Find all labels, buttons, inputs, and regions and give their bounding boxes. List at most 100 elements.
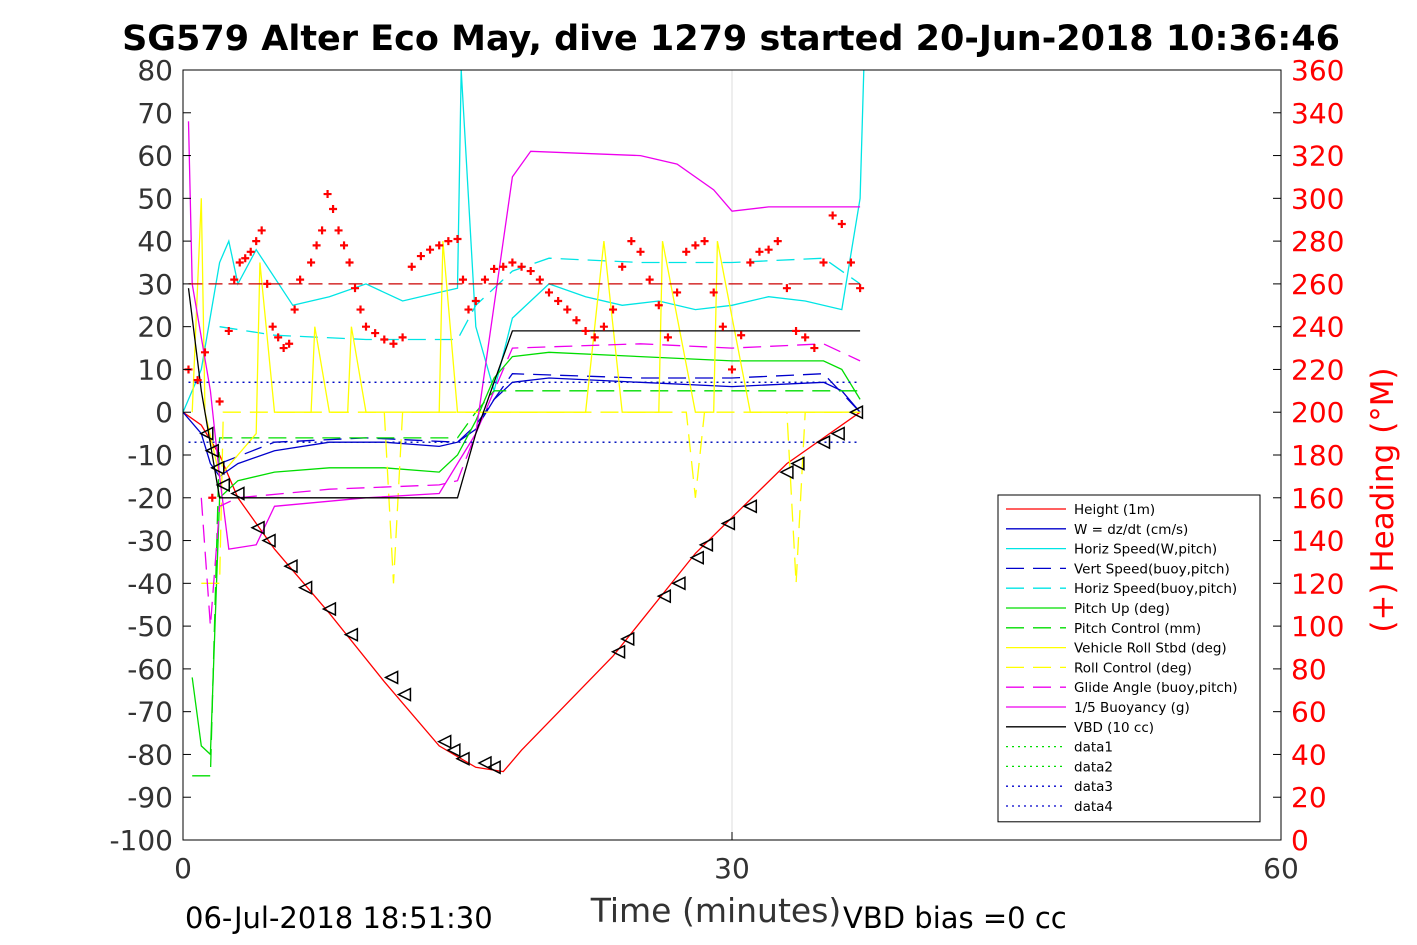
y2-tick-label: 280 <box>1291 225 1344 258</box>
heading-marker <box>663 333 672 342</box>
y2-tick-label: 20 <box>1291 781 1327 814</box>
heading-marker <box>545 288 553 297</box>
depth-marker <box>230 486 245 501</box>
y-tick-label: 10 <box>137 353 173 386</box>
heading-marker <box>618 262 627 271</box>
legend-label: Horiz Speed(W,pitch) <box>1074 542 1217 558</box>
marker-layer <box>184 190 865 775</box>
x-tick-label: 60 <box>1263 852 1299 885</box>
heading-marker <box>636 247 645 256</box>
heading-marker <box>279 344 288 353</box>
heading-marker <box>285 339 294 348</box>
y-tick-label: -20 <box>127 482 173 515</box>
y2-tick-label: 320 <box>1291 140 1344 173</box>
heading-marker <box>334 226 343 235</box>
series-line-2 <box>182 69 865 413</box>
heading-marker <box>230 275 239 284</box>
depth-marker <box>689 550 704 565</box>
heading-marker <box>755 247 764 256</box>
chart-title: SG579 Alter Eco May, dive 1279 started 2… <box>122 19 1340 59</box>
heading-marker <box>517 262 526 271</box>
depth-marker <box>250 520 265 535</box>
legend-label: W = dz/dt (cm/s) <box>1074 522 1188 538</box>
heading-marker <box>224 326 233 335</box>
legend-label: data2 <box>1074 759 1113 775</box>
heading-marker <box>581 326 590 335</box>
y-tick-label: -80 <box>127 738 173 771</box>
y2-tick-label: 240 <box>1291 311 1344 344</box>
heading-marker <box>290 305 299 314</box>
series-line-4 <box>219 257 861 341</box>
heading-marker <box>471 297 480 305</box>
depth-marker <box>671 576 686 591</box>
y-tick-label: 0 <box>155 396 173 429</box>
heading-marker <box>782 284 791 293</box>
legend-label: data4 <box>1074 799 1113 815</box>
y-tick-label: -70 <box>127 696 173 729</box>
series-line-10 <box>187 121 861 550</box>
legend-box <box>997 494 1261 823</box>
y-tick-label: -100 <box>109 824 173 857</box>
y2-tick-label: 120 <box>1291 567 1344 600</box>
y-tick-label: -60 <box>127 653 173 686</box>
heading-marker <box>691 241 700 250</box>
depth-marker <box>620 631 635 647</box>
depth-marker <box>477 755 492 771</box>
y-tick-label: 70 <box>137 97 173 130</box>
y-tick-label: -90 <box>127 781 173 814</box>
heading-marker <box>609 305 618 314</box>
heading-marker <box>810 344 819 353</box>
heading-marker <box>351 284 360 293</box>
y2-tick-label: 300 <box>1291 182 1344 215</box>
legend-label: 1/5 Buoyancy (g) <box>1074 700 1190 716</box>
series-line-11 <box>187 288 861 499</box>
y2-tick-label: 40 <box>1291 738 1327 771</box>
depth-marker <box>830 426 845 441</box>
y2-tick-label: 260 <box>1291 268 1344 301</box>
heading-marker <box>709 288 718 297</box>
heading-marker <box>380 335 389 344</box>
y-tick-label: -10 <box>127 439 173 472</box>
heading-marker <box>371 329 380 338</box>
heading-marker <box>599 322 608 331</box>
heading-marker <box>268 322 277 331</box>
heading-marker <box>590 333 599 342</box>
heading-marker <box>398 333 407 342</box>
heading-marker <box>480 275 489 284</box>
y-tick-label: 60 <box>137 140 173 173</box>
footer-vbd-bias: VBD bias =0 cc <box>843 901 1067 935</box>
heading-marker <box>193 376 202 385</box>
y2-tick-label: 0 <box>1291 824 1309 857</box>
legend-label: data3 <box>1074 779 1113 795</box>
right-axis-label: (+) Heading (°M) <box>1365 367 1401 632</box>
heading-marker <box>307 258 316 267</box>
legend-label: Roll Control (deg) <box>1074 660 1192 676</box>
y-tick-label: -30 <box>127 525 173 558</box>
depth-marker <box>486 760 501 775</box>
heading-marker <box>846 258 855 267</box>
y-tick-label: 50 <box>137 182 173 215</box>
legend-label: VBD (10 cc) <box>1074 720 1154 736</box>
heading-marker <box>407 262 416 271</box>
heading-marker <box>318 226 327 235</box>
depth-marker <box>199 426 214 441</box>
y-tick-label: -40 <box>127 567 173 600</box>
heading-marker <box>200 348 209 357</box>
depth-marker <box>720 516 736 531</box>
heading-marker <box>563 305 572 314</box>
heading-marker <box>416 252 425 261</box>
heading-marker <box>389 339 398 348</box>
y2-tick-label: 200 <box>1291 396 1344 429</box>
series-line-7 <box>191 198 861 478</box>
heading-marker <box>426 245 435 254</box>
depth-marker <box>437 734 452 749</box>
heading-marker <box>654 301 663 310</box>
depth-marker <box>343 627 359 642</box>
heading-marker <box>263 279 272 288</box>
heading-marker <box>828 211 837 220</box>
legend-label: Height (1m) <box>1074 502 1155 518</box>
heading-marker <box>499 262 508 271</box>
depth-marker <box>779 464 794 480</box>
heading-marker <box>526 267 535 276</box>
